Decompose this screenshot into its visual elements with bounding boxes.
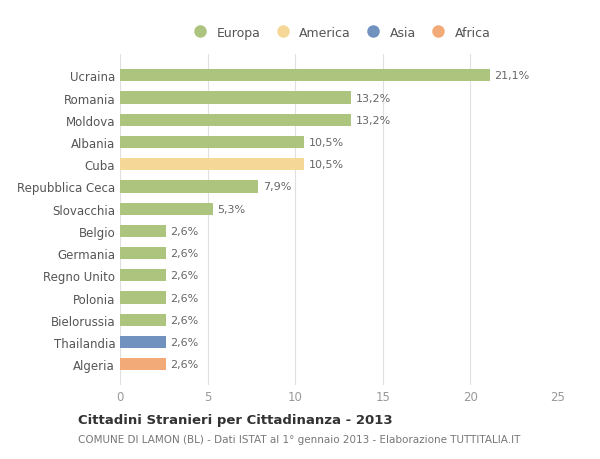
Text: 2,6%: 2,6% [170, 359, 198, 369]
Bar [120, 137, 304, 149]
Bar [120, 336, 166, 348]
Legend: Europa, America, Asia, Africa: Europa, America, Asia, Africa [182, 22, 496, 45]
Bar [120, 159, 304, 171]
Bar [120, 225, 166, 237]
Bar [120, 181, 259, 193]
Text: 7,9%: 7,9% [263, 182, 291, 192]
Bar [120, 92, 351, 105]
Text: 13,2%: 13,2% [356, 93, 391, 103]
Text: 2,6%: 2,6% [170, 249, 198, 258]
Text: Cittadini Stranieri per Cittadinanza - 2013: Cittadini Stranieri per Cittadinanza - 2… [78, 413, 392, 426]
Text: 5,3%: 5,3% [217, 204, 245, 214]
Text: 10,5%: 10,5% [308, 160, 343, 170]
Bar [120, 292, 166, 304]
Bar [120, 314, 166, 326]
Bar [120, 203, 213, 215]
Text: 10,5%: 10,5% [308, 138, 343, 148]
Text: 2,6%: 2,6% [170, 337, 198, 347]
Text: 13,2%: 13,2% [356, 116, 391, 125]
Bar [120, 114, 351, 127]
Text: COMUNE DI LAMON (BL) - Dati ISTAT al 1° gennaio 2013 - Elaborazione TUTTITALIA.I: COMUNE DI LAMON (BL) - Dati ISTAT al 1° … [78, 434, 520, 444]
Bar [120, 358, 166, 370]
Text: 2,6%: 2,6% [170, 293, 198, 303]
Bar [120, 269, 166, 282]
Bar [120, 247, 166, 260]
Text: 2,6%: 2,6% [170, 226, 198, 236]
Text: 2,6%: 2,6% [170, 315, 198, 325]
Text: 2,6%: 2,6% [170, 271, 198, 281]
Bar [120, 70, 490, 82]
Text: 21,1%: 21,1% [494, 71, 529, 81]
